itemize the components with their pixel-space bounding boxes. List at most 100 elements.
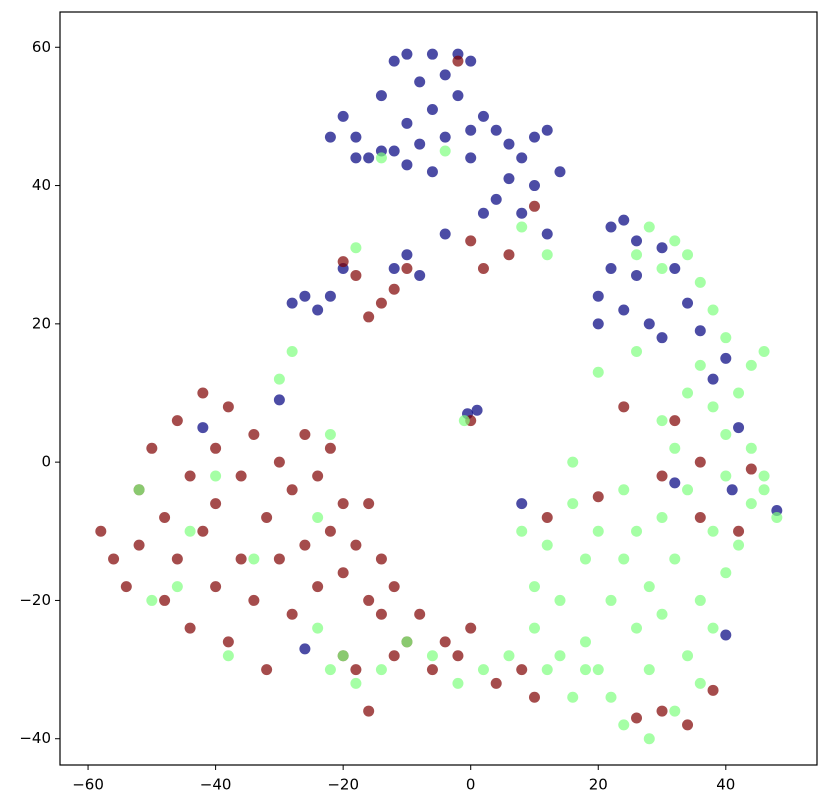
point [401, 249, 413, 261]
point [669, 235, 681, 247]
point [592, 290, 604, 302]
point [159, 511, 171, 523]
point [375, 152, 387, 164]
point [95, 525, 107, 537]
point [222, 636, 234, 648]
point [631, 235, 643, 247]
point [733, 422, 745, 434]
point [222, 401, 234, 413]
point [618, 553, 630, 565]
point [171, 553, 183, 565]
point [682, 249, 694, 261]
y-tick-label: −40 [19, 729, 51, 747]
x-tick-label: 40 [716, 776, 735, 794]
point [631, 249, 643, 261]
point [133, 539, 145, 551]
point [720, 629, 732, 641]
point [567, 498, 579, 510]
point [682, 650, 694, 662]
point [222, 650, 234, 662]
point [669, 415, 681, 427]
point [618, 214, 630, 226]
point [643, 733, 655, 745]
point [375, 90, 387, 102]
point [554, 166, 566, 178]
point [363, 594, 375, 606]
point [337, 650, 349, 662]
point [312, 622, 324, 634]
point [184, 525, 196, 537]
point [337, 567, 349, 579]
point [312, 470, 324, 482]
point [375, 553, 387, 565]
point [312, 511, 324, 523]
point [312, 304, 324, 316]
point [324, 428, 336, 440]
point [694, 359, 706, 371]
point [210, 581, 222, 593]
plot-frame [59, 11, 818, 766]
point [171, 581, 183, 593]
point [720, 470, 732, 482]
point [414, 138, 426, 150]
point [516, 207, 528, 219]
point [656, 415, 668, 427]
point [299, 643, 311, 655]
point [554, 594, 566, 606]
point [350, 242, 362, 254]
point [248, 428, 260, 440]
point [337, 110, 349, 122]
point [656, 608, 668, 620]
point [452, 55, 464, 67]
point [541, 124, 553, 136]
point [261, 664, 273, 676]
point [171, 415, 183, 427]
point [618, 719, 630, 731]
point [618, 401, 630, 413]
point [273, 456, 285, 468]
point [235, 470, 247, 482]
point [503, 650, 515, 662]
point [528, 180, 540, 192]
point [477, 110, 489, 122]
point [324, 525, 336, 537]
point [758, 470, 770, 482]
point [401, 48, 413, 60]
point [375, 664, 387, 676]
point [516, 525, 528, 537]
point [426, 48, 438, 60]
point [528, 622, 540, 634]
point [350, 269, 362, 281]
point [707, 622, 719, 634]
point [401, 263, 413, 275]
point [503, 138, 515, 150]
point [388, 650, 400, 662]
point [286, 484, 298, 496]
point [516, 664, 528, 676]
point [426, 166, 438, 178]
point [631, 269, 643, 281]
point [324, 290, 336, 302]
point [579, 553, 591, 565]
point [605, 221, 617, 233]
point [465, 124, 477, 136]
point [414, 269, 426, 281]
point [184, 470, 196, 482]
point [592, 491, 604, 503]
point [337, 256, 349, 268]
point [312, 581, 324, 593]
point [528, 200, 540, 212]
point [401, 159, 413, 171]
point [682, 719, 694, 731]
point [733, 525, 745, 537]
point [120, 581, 132, 593]
point [733, 539, 745, 551]
point [656, 332, 668, 344]
point [426, 103, 438, 115]
point [707, 525, 719, 537]
point [439, 636, 451, 648]
point [235, 553, 247, 565]
point [490, 124, 502, 136]
point [465, 152, 477, 164]
point [541, 664, 553, 676]
